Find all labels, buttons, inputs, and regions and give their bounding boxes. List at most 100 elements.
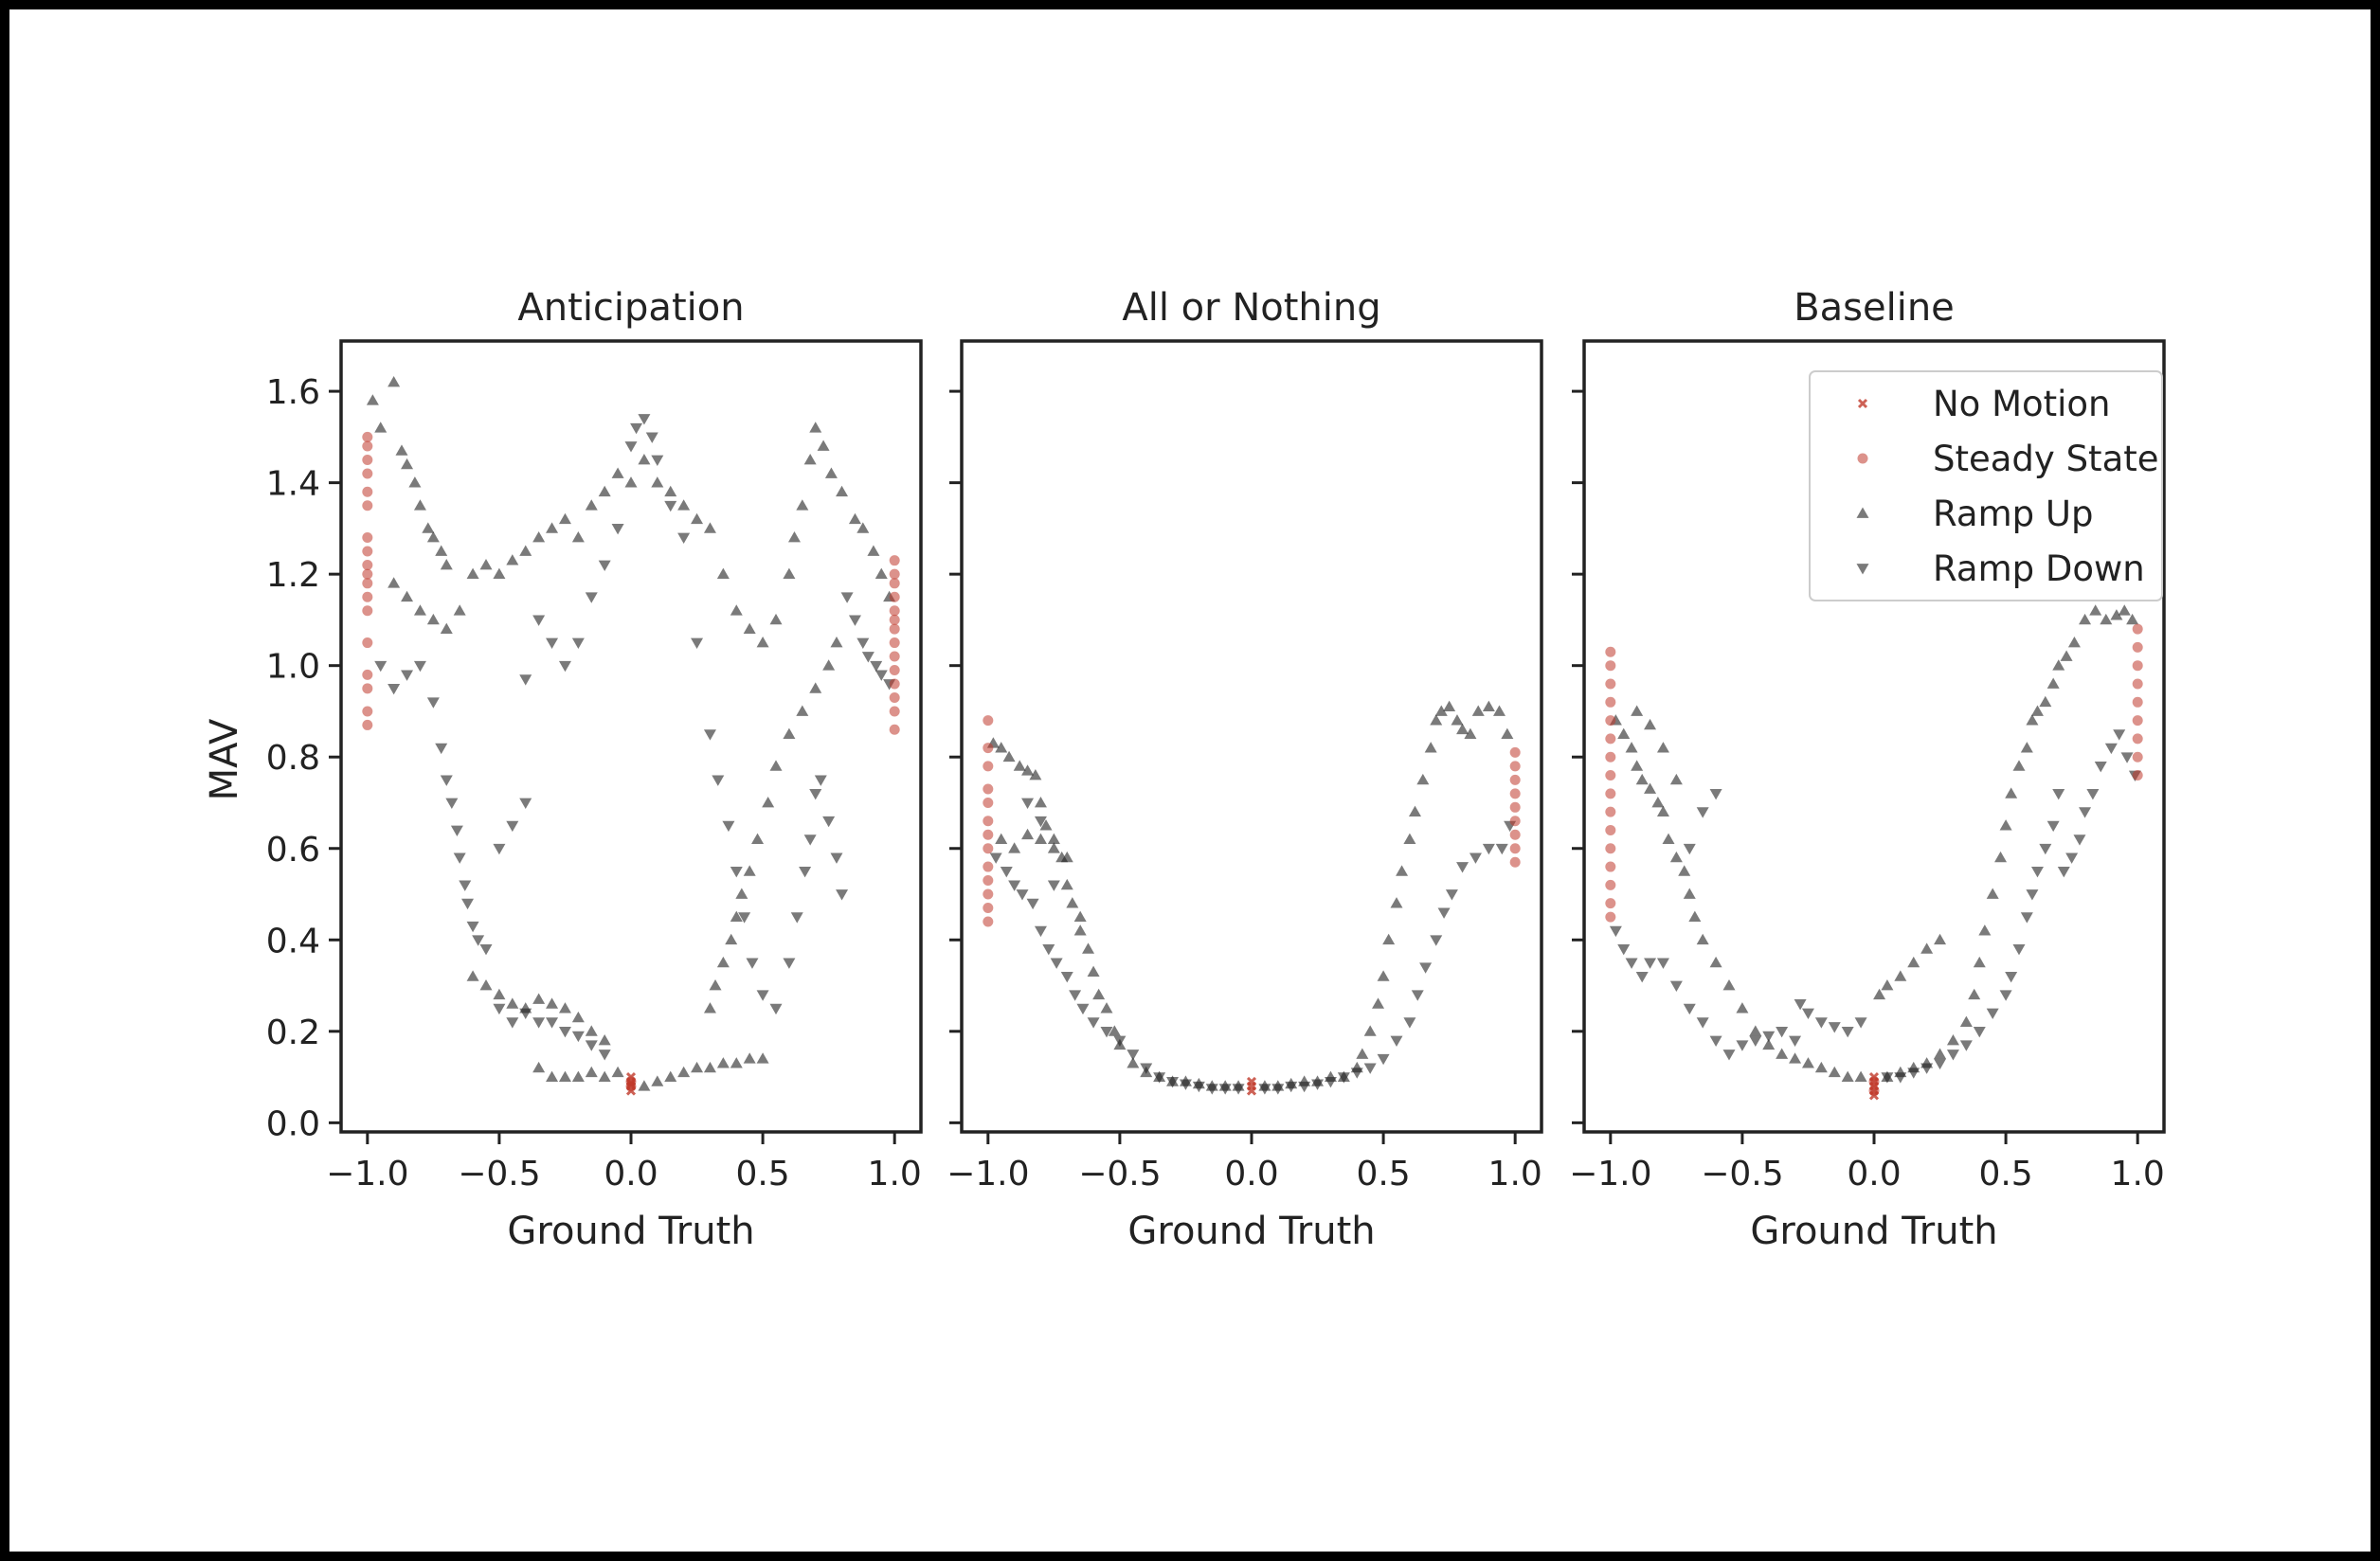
series-ramp-up: [986, 700, 1514, 1091]
ramp-up-point: [2110, 609, 2123, 620]
ramp-down-point: [2057, 867, 2070, 878]
ramp-up-point: [532, 531, 546, 543]
steady-state-point: [1605, 861, 1616, 872]
no-motion-point: [625, 1079, 637, 1089]
ramp-down-point: [2030, 867, 2044, 878]
ramp-up-point: [1625, 742, 1638, 753]
ramp-down-point: [1285, 1081, 1298, 1093]
ramp-down-point: [1696, 1017, 1709, 1029]
ramp-up-point: [1934, 1048, 1947, 1059]
steady-state-point: [889, 724, 900, 735]
steady-state-point: [983, 797, 994, 808]
steady-state-point: [983, 888, 994, 900]
panel-baseline: Baseline −1.0 −0.5 0.0 0.5 1.0 Ground Truth No …: [1569, 286, 2166, 1253]
ramp-down-point: [2026, 889, 2039, 901]
ramp-down-point: [506, 1017, 519, 1029]
ramp-up-point: [874, 567, 888, 580]
ramp-down-point: [691, 637, 704, 650]
steady-state-point: [2132, 660, 2143, 672]
ramp-down-point: [401, 670, 414, 681]
ramp-down-point: [1271, 1084, 1285, 1095]
ramp-up-point: [388, 375, 401, 387]
x-tick-label: 0.0: [1224, 1155, 1278, 1193]
ramp-up-point: [1635, 773, 1649, 785]
ramp-up-point: [1776, 1048, 1789, 1059]
ramp-down-point: [1050, 958, 1063, 969]
ramp-up-point: [1946, 1033, 1959, 1046]
ramp-down-point: [1625, 958, 1638, 969]
ramp-up-point: [1008, 842, 1021, 853]
ramp-down-point: [1060, 972, 1073, 983]
steady-state-point: [889, 578, 900, 589]
panel-anticipation: Anticipation −1.0 −0.5 0.0 0.5 1.0 0.0 0.2 0.4 0.…: [266, 286, 923, 1253]
legend-label: Ramp Up: [1933, 493, 2093, 534]
steady-state-point: [1605, 788, 1616, 799]
ramp-down-point: [2005, 972, 2018, 983]
ramp-up-point: [1986, 888, 1999, 899]
ramp-down-point: [1153, 1072, 1166, 1084]
y-tick-label: 1.4: [266, 465, 320, 504]
ramp-up-point: [856, 522, 870, 533]
ramp-up-point: [769, 760, 783, 771]
steady-state-point: [983, 783, 994, 795]
steady-state-point: [1605, 751, 1616, 763]
ramp-up-point: [651, 1075, 664, 1086]
ramp-up-point: [1920, 942, 1934, 954]
steady-state-point: [362, 669, 373, 680]
ramp-down-point: [519, 1008, 532, 1020]
ramp-down-point: [769, 1003, 783, 1015]
steady-state-point: [983, 916, 994, 927]
ramp-up-point: [598, 1070, 611, 1082]
ramp-up-point: [824, 467, 838, 478]
ramp-down-point: [611, 524, 624, 535]
ramp-down-point: [1736, 1040, 1749, 1051]
ramp-down-point: [598, 560, 611, 572]
ramp-down-point: [1696, 807, 1709, 818]
series-steady-state: [1605, 623, 2143, 1097]
ramp-down-point: [2039, 843, 2052, 855]
ramp-up-point: [1092, 988, 1106, 1000]
ramp-down-point: [571, 637, 585, 650]
scatter-figure: MAV Anticipation −1.0 −0.5 0.0 0.5 1.0 0.0 0.2 0…: [203, 286, 2166, 1253]
steady-state-point: [362, 591, 373, 602]
steady-state-point: [362, 683, 373, 694]
steady-state-point: [362, 719, 373, 730]
ramp-down-point: [1959, 1040, 1973, 1051]
ramp-up-point: [730, 910, 743, 923]
ramp-up-point: [1456, 723, 1469, 735]
ramp-up-point: [1434, 705, 1448, 716]
steady-state-point: [2132, 641, 2143, 653]
ramp-up-point: [1688, 910, 1702, 923]
ramp-up-point: [1382, 933, 1396, 945]
steady-state-point: [983, 816, 994, 827]
steady-state-point: [2132, 715, 2143, 727]
ramp-up-point: [1683, 888, 1696, 899]
steady-state-point: [1605, 879, 1616, 890]
ramp-up-point: [756, 1052, 769, 1064]
steady-state-point: [2132, 733, 2143, 745]
steady-state-point: [2132, 751, 2143, 763]
ramp-down-point: [532, 1017, 546, 1029]
ramp-up-point: [366, 394, 379, 405]
ramp-up-point: [725, 933, 738, 945]
ramp-up-point: [1464, 727, 1477, 739]
ramp-down-point: [1801, 1008, 1814, 1020]
ramp-up-point: [730, 1057, 743, 1068]
ramp-down-point: [1403, 1017, 1416, 1029]
ramp-up-point: [1841, 1070, 1854, 1082]
steady-state-point: [983, 861, 994, 872]
ramp-up-point: [546, 522, 559, 533]
ramp-up-point: [408, 476, 422, 488]
ramp-down-point: [1437, 907, 1451, 919]
ramp-down-point: [2012, 944, 2026, 956]
ramp-up-point: [1651, 796, 1665, 808]
ramp-down-point: [558, 1026, 571, 1038]
steady-state-point: [1605, 715, 1616, 727]
ramp-down-point: [874, 670, 888, 681]
ramp-up-point: [1617, 727, 1631, 739]
steady-state-point: [1509, 774, 1521, 785]
ramp-up-point: [1390, 897, 1403, 908]
ramp-down-point: [1894, 1072, 1907, 1084]
ramp-up-point: [735, 888, 748, 899]
ramp-up-point: [809, 422, 822, 433]
